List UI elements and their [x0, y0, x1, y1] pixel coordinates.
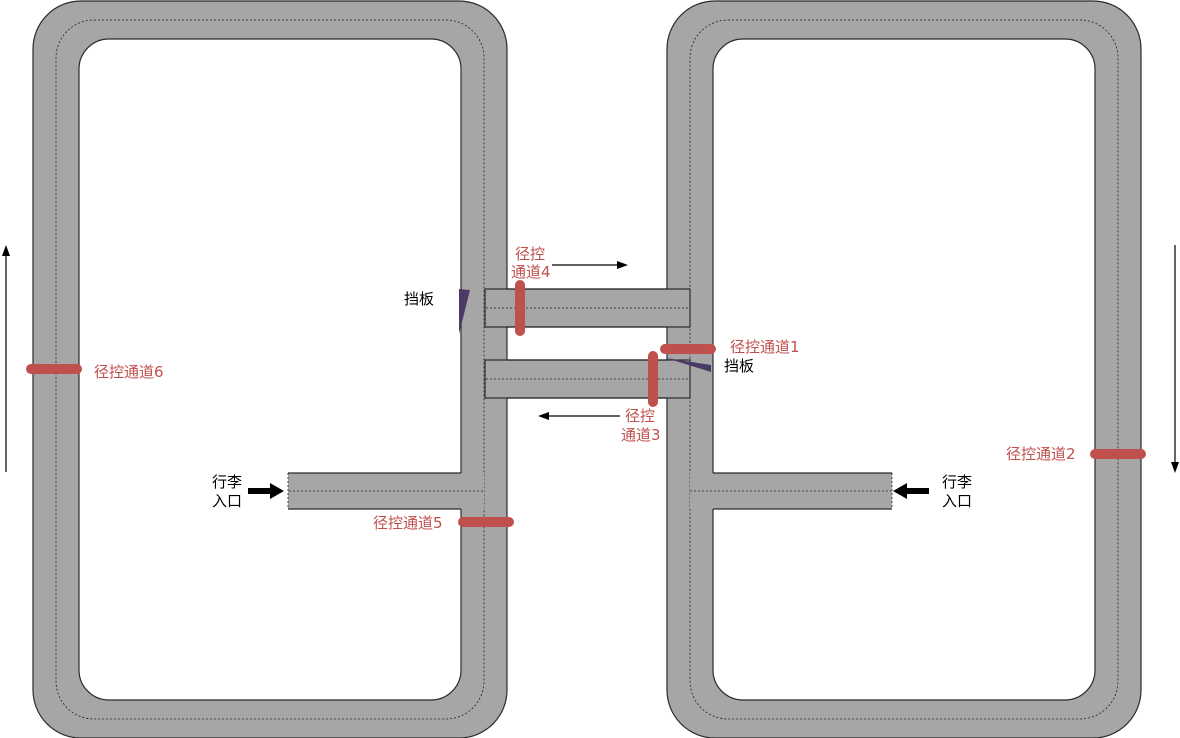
left-entry-label-line2: 入口 [212, 492, 242, 510]
gate-4-label-line1: 径控 [515, 245, 545, 263]
right-loop-centerline [689, 19, 1119, 720]
right-entry-belt [690, 472, 893, 510]
left-loop-belt [32, 0, 508, 738]
gate-5-label: 径控通道5 [373, 514, 443, 532]
left-entry-arrow-icon [248, 483, 284, 499]
entry-arrows [248, 483, 929, 499]
gate-3-label-line2: 通道3 [621, 426, 661, 444]
left-entry-label-line1: 行李 [212, 473, 242, 491]
right-baffle [666, 358, 711, 372]
gate-6-label: 径控通道6 [94, 363, 164, 381]
gate-2-label: 径控通道2 [1006, 445, 1076, 463]
flow-arrows [2, 245, 1179, 473]
right-entry-label-line1: 行李 [942, 473, 972, 491]
gate-1-label: 径控通道1 [730, 338, 800, 356]
left-baffle-label: 挡板 [404, 290, 434, 308]
gate-4-label-line2: 通道4 [511, 263, 551, 281]
left-entry-belt [287, 472, 484, 510]
right-entry-label-line2: 入口 [942, 492, 972, 510]
right-loop-belt [666, 0, 1142, 738]
gate-3-label-line1: 径控 [625, 407, 655, 425]
right-baffle-label: 挡板 [724, 357, 754, 375]
right-entry-arrow-icon [893, 483, 929, 499]
left-baffle [459, 289, 470, 334]
